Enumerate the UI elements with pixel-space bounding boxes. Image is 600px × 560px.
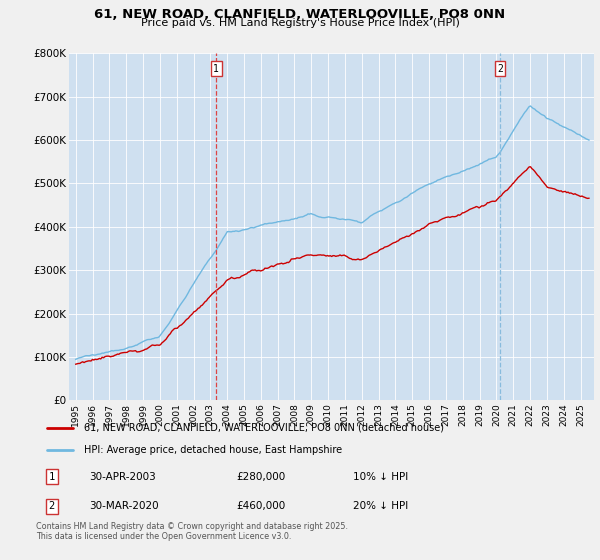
Text: Price paid vs. HM Land Registry's House Price Index (HPI): Price paid vs. HM Land Registry's House … (140, 18, 460, 28)
Text: 1: 1 (49, 472, 55, 482)
Text: 30-APR-2003: 30-APR-2003 (89, 472, 155, 482)
Text: 1: 1 (213, 64, 219, 74)
Text: 30-MAR-2020: 30-MAR-2020 (89, 501, 158, 511)
Text: 61, NEW ROAD, CLANFIELD, WATERLOOVILLE, PO8 0NN (detached house): 61, NEW ROAD, CLANFIELD, WATERLOOVILLE, … (83, 423, 443, 433)
Text: HPI: Average price, detached house, East Hampshire: HPI: Average price, detached house, East… (83, 445, 341, 455)
Text: £460,000: £460,000 (236, 501, 286, 511)
Text: 61, NEW ROAD, CLANFIELD, WATERLOOVILLE, PO8 0NN: 61, NEW ROAD, CLANFIELD, WATERLOOVILLE, … (94, 8, 506, 21)
Text: 20% ↓ HPI: 20% ↓ HPI (353, 501, 408, 511)
Text: £280,000: £280,000 (236, 472, 286, 482)
Text: 10% ↓ HPI: 10% ↓ HPI (353, 472, 408, 482)
Text: 2: 2 (49, 501, 55, 511)
Text: 2: 2 (497, 64, 503, 74)
Text: Contains HM Land Registry data © Crown copyright and database right 2025.
This d: Contains HM Land Registry data © Crown c… (36, 522, 348, 542)
